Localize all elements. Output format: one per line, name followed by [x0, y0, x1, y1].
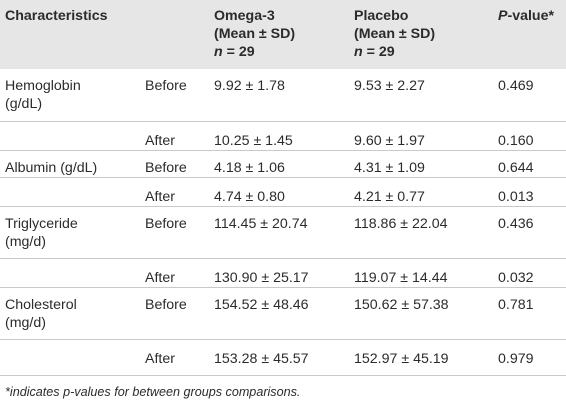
header-pvalue-label: -value*: [507, 8, 554, 24]
table-row: Hemoglobin (g/dL) Before 9.92 ± 1.78 9.53…: [0, 69, 566, 122]
header-placebo-n-value: = 29: [362, 44, 395, 60]
header-omega-n-value: = 29: [222, 44, 255, 60]
cell-time: Before: [145, 206, 214, 259]
header-placebo-n-symbol: n: [354, 44, 363, 60]
header-pvalue-symbol: P: [498, 8, 508, 24]
cell-time: Before: [145, 287, 214, 340]
cell-characteristic: Cholesterol (mg/d): [0, 287, 145, 340]
table-row: After 4.74 ± 0.80 4.21 ± 0.77 0.013: [0, 177, 566, 207]
cell-placebo: 152.97 ± 45.19: [354, 339, 498, 376]
table-row: After 130.90 ± 25.17 119.07 ± 14.44 0.03…: [0, 258, 566, 288]
characteristic-unit: (g/dL): [5, 96, 43, 112]
cell-omega: 114.45 ± 20.74: [214, 206, 354, 259]
cell-time: After: [145, 339, 214, 376]
cell-characteristic: [0, 258, 145, 288]
cell-placebo: 4.21 ± 0.77: [354, 177, 498, 207]
cell-pvalue: 0.032: [498, 258, 566, 288]
cell-time: Before: [145, 69, 214, 122]
cell-time: After: [145, 121, 214, 151]
cell-characteristic: [0, 177, 145, 207]
header-placebo-n: n = 29: [354, 43, 498, 61]
cell-omega: 10.25 ± 1.45: [214, 121, 354, 151]
cell-placebo: 4.31 ± 1.09: [354, 150, 498, 178]
table-row: After 153.28 ± 45.57 152.97 ± 45.19 0.97…: [0, 339, 566, 376]
cell-placebo: 150.62 ± 57.38: [354, 287, 498, 340]
header-placebo-name: Placebo: [354, 8, 409, 24]
results-table: Characteristics Omega-3 (Mean ± SD) n = …: [0, 0, 566, 376]
characteristic-label: Cholesterol: [5, 296, 77, 313]
cell-characteristic: [0, 121, 145, 151]
table-row: Triglyceride (mg/d) Before 114.45 ± 20.74…: [0, 206, 566, 259]
cell-pvalue: 0.781: [498, 287, 566, 340]
cell-omega: 154.52 ± 48.46: [214, 287, 354, 340]
cell-characteristic: Albumin (g/dL): [0, 150, 145, 178]
cell-placebo: 119.07 ± 14.44: [354, 258, 498, 288]
cell-time: Before: [145, 150, 214, 178]
cell-omega: 4.74 ± 0.80: [214, 177, 354, 207]
table-body: Hemoglobin (g/dL) Before 9.92 ± 1.78 9.53…: [0, 69, 566, 376]
cell-placebo: 9.60 ± 1.97: [354, 121, 498, 151]
cell-omega: 153.28 ± 45.57: [214, 339, 354, 376]
header-row: Characteristics Omega-3 (Mean ± SD) n = …: [0, 0, 566, 69]
header-omega-stat: (Mean ± SD): [214, 26, 296, 42]
cell-pvalue: 0.979: [498, 339, 566, 376]
table-row: Cholesterol (mg/d) Before 154.52 ± 48.46 …: [0, 287, 566, 340]
cell-pvalue: 0.436: [498, 206, 566, 259]
cell-characteristic: Hemoglobin (g/dL): [0, 69, 145, 122]
table-header: Characteristics Omega-3 (Mean ± SD) n = …: [0, 0, 566, 69]
cell-time: After: [145, 177, 214, 207]
cell-omega: 130.90 ± 25.17: [214, 258, 354, 288]
cell-placebo: 9.53 ± 2.27: [354, 69, 498, 122]
table-row: Albumin (g/dL) Before 4.18 ± 1.06 4.31 ±…: [0, 150, 566, 178]
header-placebo: Placebo (Mean ± SD) n = 29: [354, 0, 498, 69]
table-footnote: *indicates p-values for between groups c…: [5, 385, 301, 399]
cell-placebo: 118.86 ± 22.04: [354, 206, 498, 259]
header-omega-n: n = 29: [214, 43, 354, 61]
header-pvalue: P-value*: [498, 0, 566, 69]
header-omega-n-symbol: n: [214, 44, 223, 60]
header-omega-name: Omega-3: [214, 8, 275, 24]
cell-omega: 9.92 ± 1.78: [214, 69, 354, 122]
characteristic-label: Hemoglobin: [5, 78, 81, 94]
cell-pvalue: 0.013: [498, 177, 566, 207]
cell-characteristic: [0, 339, 145, 376]
cell-time: After: [145, 258, 214, 288]
header-omega: Omega-3 (Mean ± SD) n = 29: [214, 0, 354, 69]
characteristic-unit: (mg/d): [5, 233, 46, 250]
characteristic-unit: (mg/d): [5, 314, 46, 331]
characteristic-label: Triglyceride: [5, 215, 78, 232]
header-characteristics: Characteristics: [0, 0, 145, 69]
cell-omega: 4.18 ± 1.06: [214, 150, 354, 178]
cell-pvalue: 0.644: [498, 150, 566, 178]
cell-characteristic: Triglyceride (mg/d): [0, 206, 145, 259]
cell-pvalue: 0.160: [498, 121, 566, 151]
table-row: After 10.25 ± 1.45 9.60 ± 1.97 0.160: [0, 121, 566, 151]
header-time: [145, 0, 214, 69]
cell-pvalue: 0.469: [498, 69, 566, 122]
header-placebo-stat: (Mean ± SD): [354, 26, 436, 42]
header-characteristics-label: Characteristics: [5, 8, 108, 24]
